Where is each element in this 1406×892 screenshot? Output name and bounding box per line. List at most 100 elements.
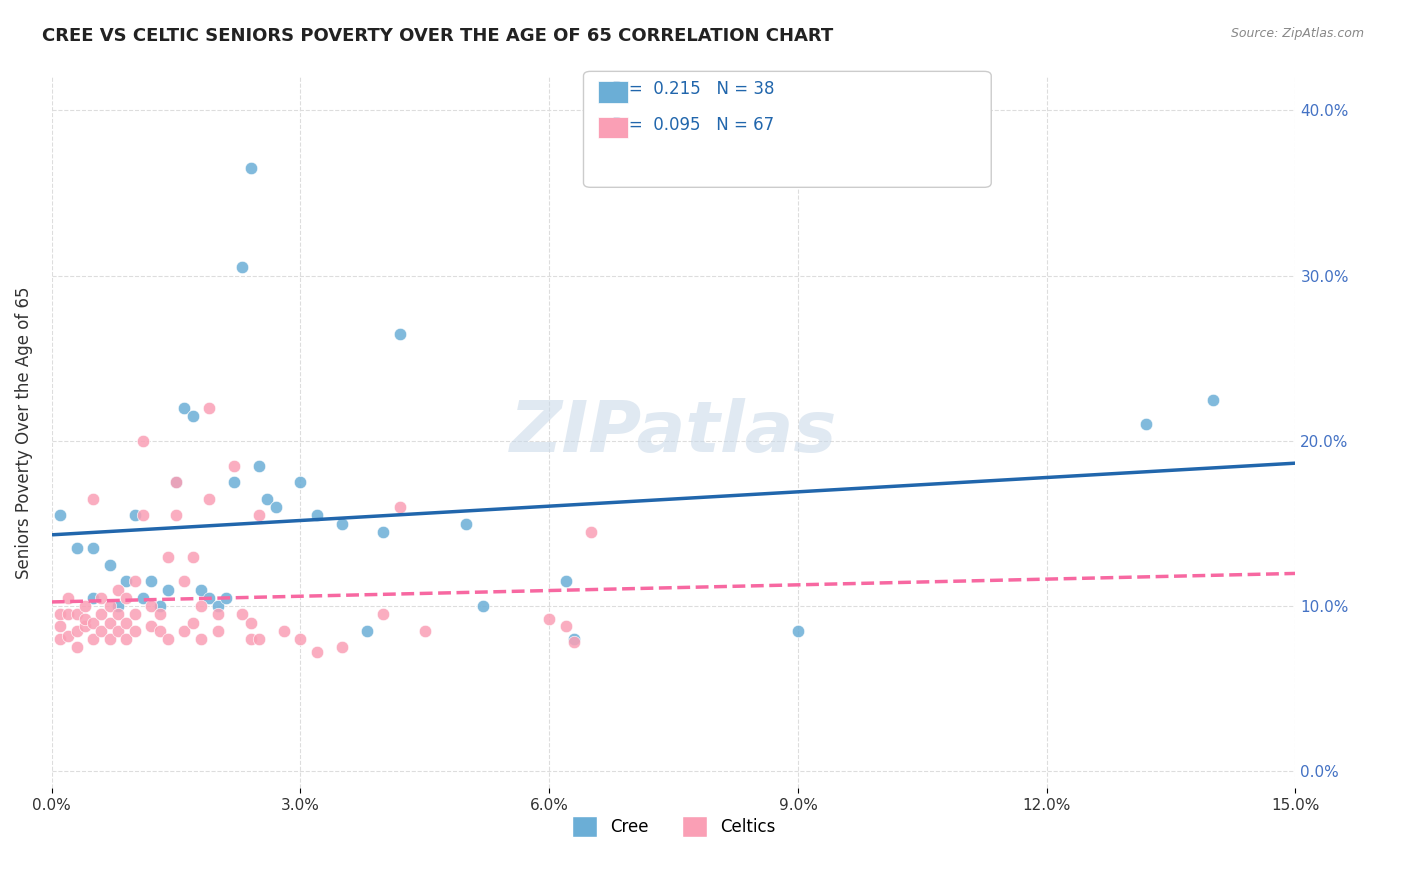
Point (554, 619, 576, 633)
Point (115, 615, 138, 630)
Point (413, 624, 436, 638)
Point (1201, 392, 1223, 407)
Legend: Cree, Celtics: Cree, Celtics (565, 810, 782, 844)
Point (388, 326, 411, 341)
Point (107, 607, 129, 622)
Point (124, 574, 146, 589)
Point (190, 582, 212, 597)
Point (124, 624, 146, 638)
Text: ZIPatlas: ZIPatlas (510, 398, 838, 467)
Point (115, 591, 138, 605)
Point (538, 612, 561, 626)
Point (356, 624, 378, 638)
Point (290, 632, 312, 647)
Point (98, 615, 121, 630)
Point (82, 591, 104, 605)
Point (190, 599, 212, 613)
Point (224, 458, 246, 473)
Point (90, 591, 112, 605)
Point (82, 541, 104, 556)
Point (98, 558, 121, 572)
Point (173, 401, 195, 415)
Point (247, 458, 270, 473)
Point (65, 607, 87, 622)
Text: R =  0.215   N = 38: R = 0.215 N = 38 (612, 80, 775, 98)
Point (49, 508, 72, 523)
Point (148, 607, 170, 622)
Point (247, 508, 270, 523)
Point (65, 541, 87, 556)
Point (181, 615, 204, 630)
Point (58, 607, 80, 622)
Point (554, 574, 576, 589)
Point (373, 524, 395, 539)
Point (388, 500, 411, 514)
Point (49, 607, 72, 622)
Point (132, 591, 155, 605)
Point (290, 475, 312, 490)
Point (231, 260, 253, 275)
Point (73, 619, 96, 633)
Point (239, 161, 262, 176)
Point (181, 549, 204, 564)
Point (198, 491, 221, 506)
Text: CREE VS CELTIC SENIORS POVERTY OVER THE AGE OF 65 CORRELATION CHART: CREE VS CELTIC SENIORS POVERTY OVER THE … (42, 27, 834, 45)
Point (98, 599, 121, 613)
Point (90, 624, 112, 638)
Point (239, 615, 262, 630)
Point (115, 632, 138, 647)
Point (173, 624, 195, 638)
Point (207, 624, 229, 638)
Point (124, 508, 146, 523)
Point (141, 599, 163, 613)
Point (156, 582, 179, 597)
Point (148, 599, 170, 613)
Point (373, 607, 395, 622)
Point (307, 508, 329, 523)
Point (156, 549, 179, 564)
Point (90, 607, 112, 622)
Point (107, 624, 129, 638)
Point (215, 591, 238, 605)
Point (141, 619, 163, 633)
Point (198, 591, 221, 605)
Point (73, 612, 96, 626)
Point (65, 640, 87, 655)
Point (165, 475, 187, 490)
Text: R =  0.095   N = 67: R = 0.095 N = 67 (612, 116, 773, 134)
Point (132, 434, 155, 448)
Point (82, 615, 104, 630)
Point (82, 491, 104, 506)
Point (579, 524, 602, 539)
Point (181, 409, 204, 423)
Point (148, 624, 170, 638)
Point (330, 640, 353, 655)
Point (165, 508, 187, 523)
Point (256, 491, 278, 506)
Point (330, 516, 353, 531)
Point (471, 599, 494, 613)
Point (787, 624, 810, 638)
Point (58, 591, 80, 605)
Point (456, 516, 478, 531)
Point (115, 574, 138, 589)
Point (247, 632, 270, 647)
Point (107, 582, 129, 597)
Point (224, 475, 246, 490)
Y-axis label: Seniors Poverty Over the Age of 65: Seniors Poverty Over the Age of 65 (15, 286, 32, 579)
Point (73, 599, 96, 613)
Point (239, 632, 262, 647)
Point (207, 599, 229, 613)
Point (207, 607, 229, 622)
Point (190, 632, 212, 647)
Point (1135, 417, 1157, 432)
Point (173, 574, 195, 589)
Point (165, 475, 187, 490)
Point (264, 500, 287, 514)
Point (273, 624, 295, 638)
Point (198, 401, 221, 415)
Point (562, 632, 585, 647)
Point (562, 635, 585, 649)
Point (156, 632, 179, 647)
Point (231, 607, 253, 622)
